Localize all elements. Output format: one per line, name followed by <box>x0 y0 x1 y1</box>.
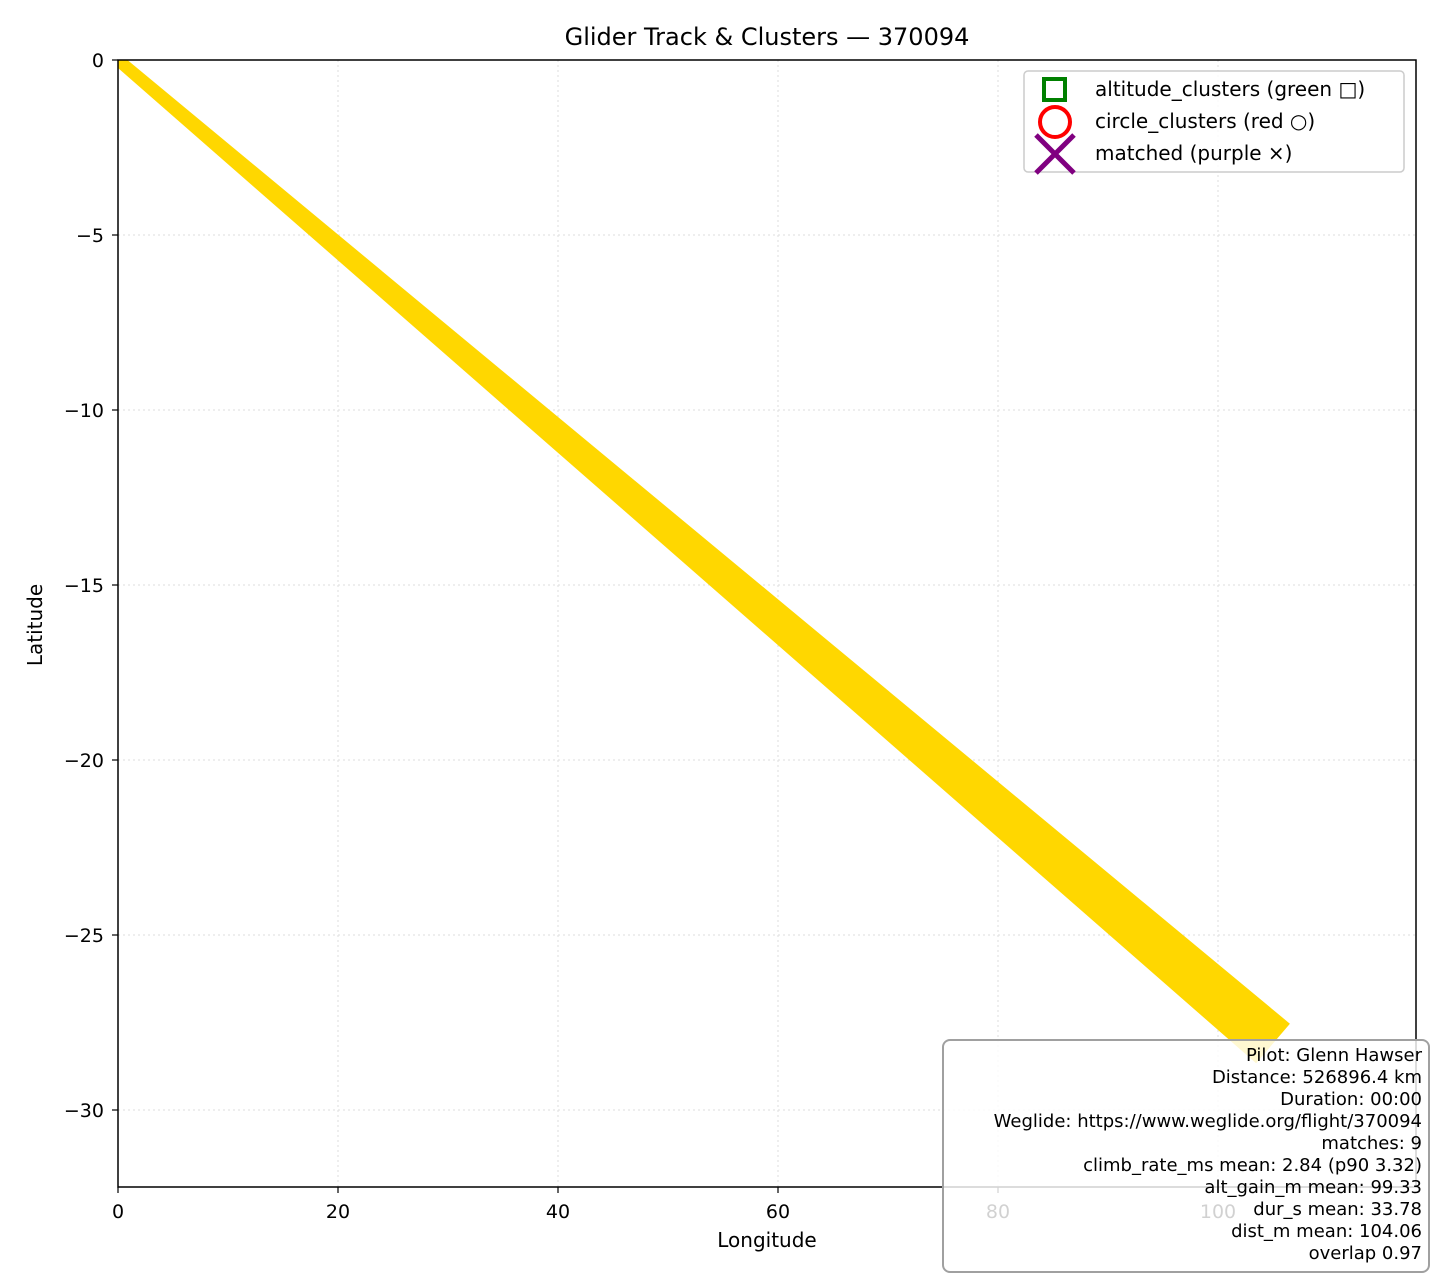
legend-square-marker <box>1042 77 1067 102</box>
y-tick-label: −15 <box>64 575 104 597</box>
x-tick-label: 0 <box>112 1201 124 1223</box>
info-alt-gain: alt_gain_m mean: 99.33 <box>1204 1177 1422 1198</box>
info-pilot: Pilot: Glenn Hawser <box>1245 1045 1422 1066</box>
chart-title: Glider Track & Clusters — 370094 <box>565 23 970 51</box>
y-tick-label: −20 <box>64 750 104 772</box>
x-axis-label: Longitude <box>717 1228 816 1252</box>
legend-label-altitude-clusters: altitude_clusters (green □) <box>1095 77 1365 101</box>
y-tick-label: 0 <box>92 50 104 72</box>
info-weglide-link[interactable]: Weglide: https://www.weglide.org/flight/… <box>993 1111 1422 1132</box>
legend-circle-marker <box>1038 105 1072 139</box>
flight-info-box: Pilot: Glenn Hawser Distance: 526896.4 k… <box>942 1039 1430 1273</box>
info-distance: Distance: 526896.4 km <box>1211 1067 1422 1088</box>
legend-label-matched: matched (purple ×) <box>1095 141 1292 165</box>
track-layer <box>118 60 1290 1064</box>
info-dist: dist_m mean: 104.06 <box>1231 1221 1422 1242</box>
info-climb-rate: climb_rate_ms mean: 2.84 (p90 3.32) <box>1083 1155 1422 1176</box>
y-tick-label: −25 <box>64 925 104 947</box>
info-dur: dur_s mean: 33.78 <box>1253 1199 1422 1220</box>
y-tick-label: −5 <box>76 225 104 247</box>
legend-frame <box>1023 70 1405 173</box>
legend: altitude_clusters (green □) circle_clust… <box>1023 70 1405 175</box>
info-overlap: overlap 0.97 <box>1308 1243 1422 1264</box>
glider-track <box>118 60 1290 1064</box>
plot-frame <box>117 59 1417 1188</box>
info-matches: matches: 9 <box>1321 1133 1422 1154</box>
y-tick-label: −10 <box>64 400 104 422</box>
y-axis-label: Latitude <box>23 584 47 666</box>
y-tick-label: −30 <box>64 1100 104 1122</box>
x-tick-label: 60 <box>766 1201 790 1223</box>
x-tick-label: 20 <box>326 1201 350 1223</box>
y-axis-ticks: 0 −5 −10 −15 −20 −25 −30 <box>64 50 118 1122</box>
info-duration: Duration: 00:00 <box>1280 1089 1422 1110</box>
legend-label-circle-clusters: circle_clusters (red ○) <box>1095 109 1315 133</box>
x-tick-label: 40 <box>546 1201 570 1223</box>
legend-x-marker <box>1034 133 1076 175</box>
